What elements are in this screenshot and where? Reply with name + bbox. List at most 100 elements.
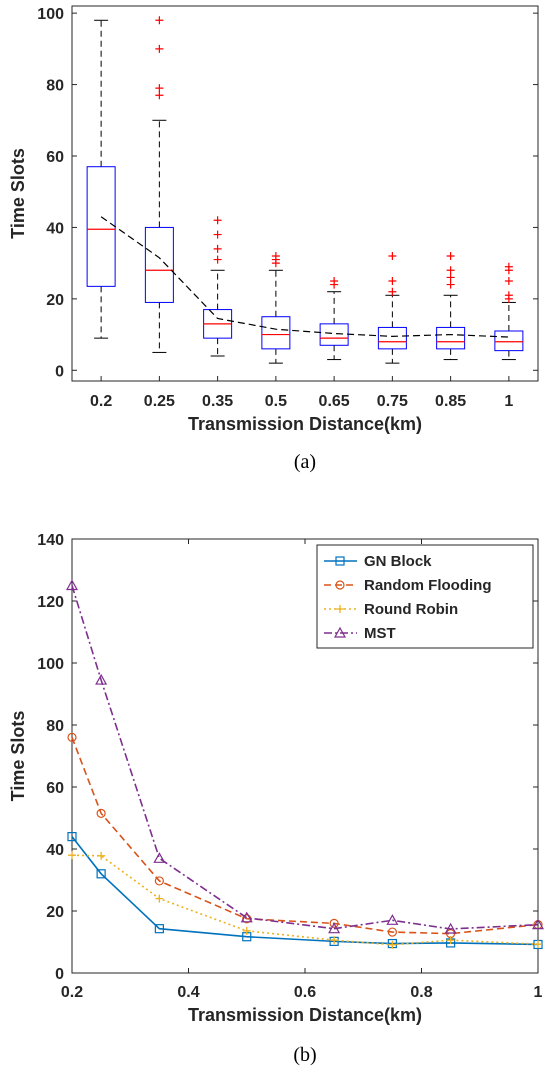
outlier-point — [446, 273, 455, 282]
x-tick-label-a: 0.65 — [319, 393, 350, 410]
marker-plus — [446, 936, 455, 945]
box-iqr — [377, 326, 407, 350]
marker-plus — [68, 851, 76, 860]
y-tick-label-b: 60 — [46, 780, 64, 797]
series-line-gn-block — [71, 836, 539, 946]
series-line-mst — [71, 585, 539, 930]
y-tick-label-a: 60 — [46, 149, 64, 166]
marker-circle — [387, 927, 397, 937]
marker-circle — [67, 732, 77, 743]
x-tick-label-a: 0.75 — [377, 393, 408, 410]
marker-plus — [336, 605, 344, 613]
legend-box — [316, 544, 534, 649]
x-axis-label-a: Transmission Distance(km) — [188, 414, 422, 434]
y-tick-label-a: 20 — [46, 292, 64, 309]
x-tick-label-b: 0.4 — [177, 984, 199, 1001]
legend-entry: Random Flooding — [364, 577, 491, 594]
legend-entry: GN Block — [364, 553, 432, 570]
marker-circle — [329, 918, 339, 929]
marker-triangle — [444, 922, 457, 934]
outlier-point — [446, 252, 455, 260]
boxplot-chart-a: 0 20 40 60 80 100 0.2 0.25 0.35 0.5 0.65 0.75 0.85 1 T… — [8, 5, 539, 473]
marker-plus — [534, 940, 542, 949]
x-tick-label-b: 0.8 — [410, 984, 432, 1001]
marker-plus — [388, 940, 397, 949]
x-tick-label-a: 0.2 — [90, 393, 112, 410]
outlier-point — [504, 291, 513, 300]
marker-triangle — [153, 852, 166, 863]
legend-entry: MST — [364, 625, 396, 642]
outlier-point — [271, 252, 280, 260]
marker-square — [67, 831, 77, 842]
marker-circle — [154, 876, 164, 886]
outlier-point — [504, 277, 513, 285]
y-tick-label-a: 0 — [55, 363, 64, 380]
plot-frame-a — [71, 5, 539, 382]
caption-b: (b) — [293, 1044, 316, 1066]
y-tick-label-a: 100 — [37, 6, 64, 23]
outlier-point — [446, 280, 455, 289]
trend-line — [100, 216, 509, 338]
series-line-round-robin — [71, 854, 539, 946]
outlier-point — [213, 244, 222, 253]
x-tick-label-a: 0.25 — [144, 393, 175, 410]
outlier-point — [155, 44, 164, 53]
x-tick-label-a: 0.85 — [435, 393, 466, 410]
legend-entry: Round Robin — [364, 601, 458, 618]
outlier-point — [446, 266, 455, 275]
marker-plus — [330, 936, 339, 945]
marker-triangle — [240, 911, 253, 923]
outlier-point — [155, 16, 164, 25]
box-iqr — [144, 226, 174, 303]
x-tick-label-b: 0.6 — [294, 984, 316, 1001]
x-axis-label-b: Transmission Distance(km) — [188, 1005, 422, 1025]
marker-triangle — [328, 922, 341, 934]
marker-square — [154, 924, 164, 934]
y-tick-label-b: 20 — [46, 904, 64, 921]
x-tick-label-a: 1 — [504, 393, 513, 410]
marker-plus — [242, 926, 251, 935]
marker-square — [96, 869, 106, 879]
outlier-point — [155, 84, 164, 93]
y-tick-label-a: 40 — [46, 220, 64, 237]
box-iqr — [436, 326, 466, 350]
y-tick-label-b: 140 — [37, 532, 64, 549]
marker-plus — [97, 851, 106, 860]
outlier-point — [213, 230, 222, 239]
y-tick-label-b: 80 — [46, 718, 64, 735]
y-tick-label-b: 120 — [37, 594, 64, 611]
y-axis-label-a: Time Slots — [8, 148, 28, 239]
outlier-point — [213, 216, 222, 225]
x-tick-label-a: 0.5 — [265, 393, 287, 410]
marker-circle — [335, 580, 345, 590]
marker-square — [335, 556, 345, 566]
x-tick-label-b: 0.2 — [61, 984, 83, 1001]
box-iqr — [261, 316, 291, 350]
outlier-point — [155, 91, 164, 100]
marker-plus — [155, 894, 164, 903]
marker-triangle — [65, 579, 79, 591]
outlier-point — [213, 255, 222, 264]
outlier-point — [388, 287, 397, 296]
y-axis-label-b: Time Slots — [8, 711, 28, 802]
caption-a: (a) — [294, 451, 316, 473]
line-chart-b: 0 20 40 60 80 100 120 140 0.2 0.4 0.6 0.8 1 GN Block R… — [8, 532, 545, 1066]
marker-circle — [96, 808, 106, 818]
y-tick-label-b: 100 — [37, 656, 64, 673]
marker-triangle — [386, 914, 399, 925]
y-tick-label-a: 80 — [46, 78, 64, 95]
y-tick-label-b: 0 — [55, 966, 64, 983]
marker-triangle — [333, 626, 347, 638]
outlier-point — [388, 277, 397, 285]
x-tick-label-a: 0.35 — [202, 393, 233, 410]
outlier-point — [388, 252, 397, 260]
box-iqr — [494, 330, 524, 352]
x-tick-label-b: 1 — [534, 984, 543, 1001]
marker-triangle — [531, 918, 545, 930]
outlier-point — [504, 262, 513, 271]
marker-triangle — [95, 673, 108, 685]
series-line-random-flooding — [71, 737, 539, 935]
y-tick-label-b: 40 — [46, 842, 64, 859]
outlier-point — [330, 277, 339, 285]
